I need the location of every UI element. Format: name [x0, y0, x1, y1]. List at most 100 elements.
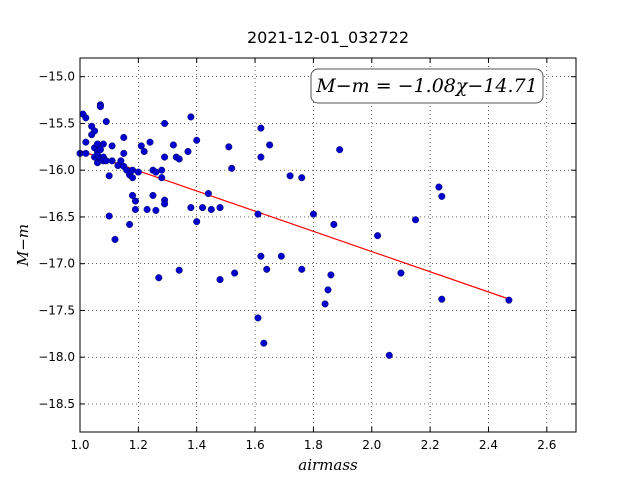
data-point — [129, 174, 137, 182]
data-point — [82, 149, 90, 157]
data-point — [385, 351, 393, 359]
data-point — [187, 204, 195, 212]
data-point — [158, 166, 166, 174]
data-point — [257, 252, 265, 260]
data-point — [397, 269, 405, 277]
y-tick-label: −15.5 — [38, 116, 75, 130]
data-point — [155, 274, 163, 282]
data-point — [96, 103, 104, 111]
data-point — [374, 232, 382, 240]
data-point — [298, 174, 306, 182]
data-point — [309, 210, 317, 218]
axis-ticks: 1.0 1.2 1.4 1.6 1.8 2.0 2.2 2.4 2.6 −15.0 −15.5 −16… — [38, 58, 576, 452]
x-tick-label: 2.0 — [362, 438, 381, 452]
data-point — [505, 296, 513, 304]
data-point — [260, 339, 268, 347]
data-point — [91, 127, 99, 135]
fit-equation: M−m = −1.08χ−14.71 — [315, 75, 537, 97]
x-axis-label: airmass — [298, 456, 358, 474]
data-points — [76, 101, 513, 359]
x-tick-label: 1.8 — [304, 438, 323, 452]
fit-annotation: M−m = −1.08χ−14.71 — [310, 68, 544, 104]
data-point — [82, 114, 90, 122]
data-point — [199, 204, 207, 212]
data-point — [266, 141, 274, 149]
data-point — [187, 113, 195, 121]
data-point — [161, 200, 169, 208]
data-point — [286, 172, 294, 180]
data-point — [257, 124, 265, 132]
x-tick-label: 1.0 — [70, 438, 89, 452]
data-point — [435, 183, 443, 191]
data-point — [298, 265, 306, 273]
data-point — [161, 119, 169, 127]
data-point — [129, 191, 137, 199]
data-point — [105, 172, 113, 180]
data-point — [140, 147, 148, 155]
y-tick-label: −18.5 — [38, 397, 75, 411]
y-tick-label: −17.5 — [38, 303, 75, 317]
data-point — [117, 157, 125, 165]
fit-line — [79, 149, 510, 300]
data-point — [438, 192, 446, 200]
data-point — [193, 218, 201, 226]
data-point — [111, 235, 119, 243]
fit-line-group — [79, 149, 510, 300]
data-point — [175, 155, 183, 163]
data-point — [134, 168, 142, 176]
data-point — [102, 118, 110, 126]
data-point — [330, 220, 338, 228]
data-point — [120, 133, 128, 141]
data-point — [254, 210, 262, 218]
x-tick-label: 2.2 — [421, 438, 440, 452]
y-tick-label: −17.0 — [38, 257, 75, 271]
y-tick-label: −18.0 — [38, 350, 75, 364]
y-axis-label: M−m — [14, 224, 32, 267]
data-point — [324, 286, 332, 294]
data-point — [207, 205, 215, 213]
data-point — [336, 146, 344, 154]
data-point — [225, 143, 233, 151]
data-point — [321, 300, 329, 308]
x-tick-label: 2.6 — [537, 438, 556, 452]
data-point — [228, 164, 236, 172]
data-point — [102, 157, 110, 165]
data-point — [149, 191, 157, 199]
data-point — [146, 138, 154, 146]
data-point — [126, 220, 134, 228]
data-point — [231, 269, 239, 277]
data-point — [257, 153, 265, 161]
data-point — [137, 142, 145, 150]
data-point — [327, 271, 335, 279]
data-point — [105, 212, 113, 220]
y-tick-label: −15.0 — [38, 70, 75, 84]
data-point — [204, 190, 212, 198]
data-point — [175, 266, 183, 274]
data-point — [129, 166, 137, 174]
data-point — [216, 204, 224, 212]
data-point — [131, 205, 139, 213]
data-point — [108, 142, 116, 150]
data-point — [152, 168, 160, 176]
x-tick-label: 1.2 — [129, 438, 148, 452]
data-point — [143, 205, 151, 213]
x-tick-label: 1.4 — [187, 438, 206, 452]
plot-frame — [79, 57, 577, 433]
y-tick-label: −16.0 — [38, 163, 75, 177]
data-point — [99, 140, 107, 148]
data-point — [161, 153, 169, 161]
chart-title: 2021-12-01_032722 — [247, 28, 409, 48]
data-point — [96, 146, 104, 154]
data-point — [438, 295, 446, 303]
data-point — [108, 157, 116, 165]
data-point — [254, 314, 262, 322]
data-point — [82, 138, 90, 146]
data-point — [193, 136, 201, 144]
data-point — [184, 147, 192, 155]
data-point — [412, 216, 420, 224]
annotation-box — [310, 68, 544, 104]
data-point — [152, 206, 160, 214]
y-tick-label: −16.5 — [38, 210, 75, 224]
data-point — [131, 197, 139, 205]
x-tick-label: 2.4 — [479, 438, 498, 452]
